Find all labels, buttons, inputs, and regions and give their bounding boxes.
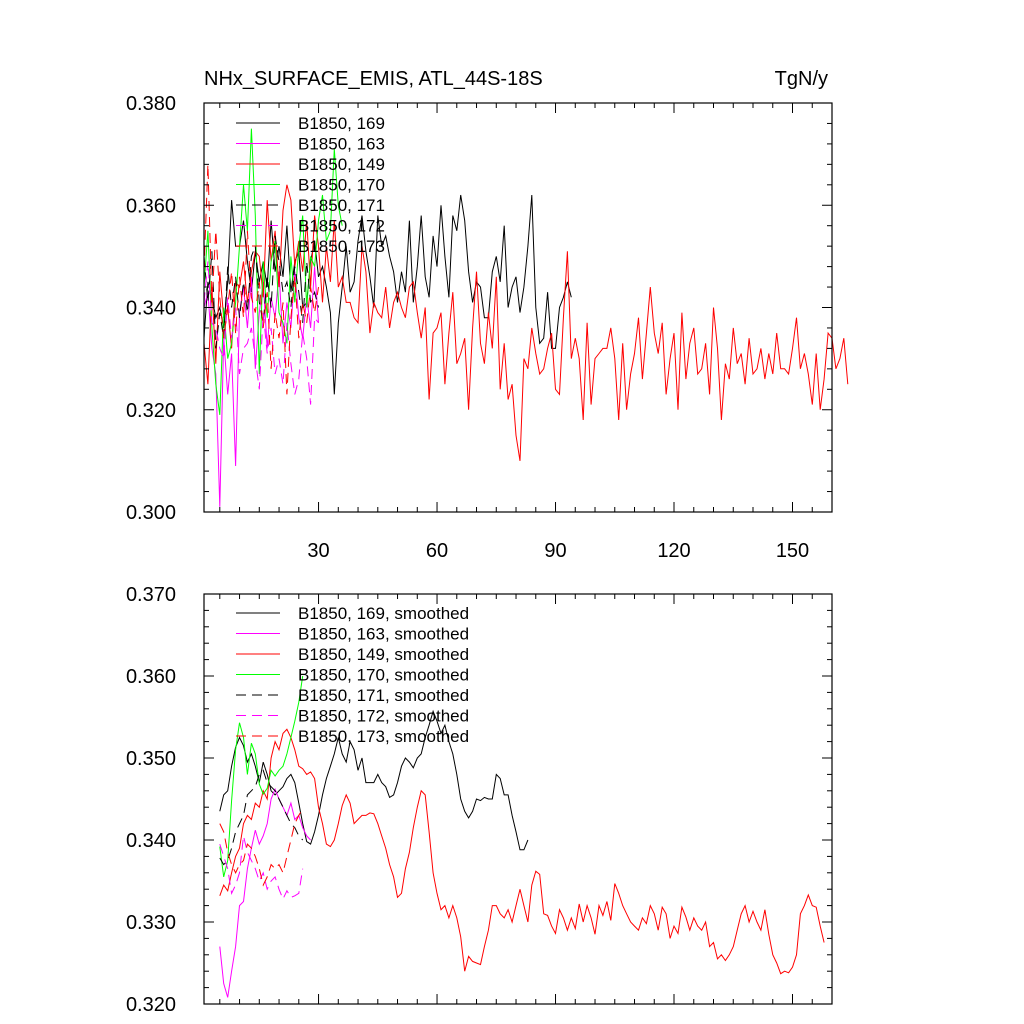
legend-label: B1850, 171, smoothed xyxy=(298,686,469,705)
chart-title: NHx_SURFACE_EMIS, ATL_44S-18S xyxy=(204,68,543,90)
x-tick-label: 30 xyxy=(307,540,329,562)
legend-label: B1850, 169, smoothed xyxy=(298,604,469,623)
y-tick-label: 0.330 xyxy=(126,912,176,934)
series-line-bottom-1 xyxy=(219,709,529,851)
top-panel: 0.300 0.320 0.340 0.360 0.380 30 60 90 120 150 B1… xyxy=(126,93,849,562)
series-line-top-5 xyxy=(203,235,319,349)
x-tick-label: 90 xyxy=(544,540,566,562)
x-tick-label: 60 xyxy=(426,540,448,562)
y-tick-label: 0.340 xyxy=(126,830,176,852)
y-tick-label: 0.340 xyxy=(126,298,176,320)
series-line-bottom-4 xyxy=(219,675,304,878)
top-panel-ticks: 0.300 0.320 0.340 0.360 0.380 30 60 90 120 150 xyxy=(126,93,833,562)
series-line-bottom-5 xyxy=(219,769,304,866)
bottom-panel-legend: B1850, 169, smoothed B1850, 163, smoothed… xyxy=(236,604,469,746)
series-line-top-2 xyxy=(203,266,319,507)
legend-label: B1850, 149 xyxy=(298,155,385,174)
series-line-top-7 xyxy=(203,164,319,395)
y-tick-label: 0.360 xyxy=(126,666,176,688)
y-tick-label: 0.360 xyxy=(126,195,176,217)
bottom-panel-series xyxy=(219,675,825,998)
legend-label: B1850, 170 xyxy=(298,176,385,195)
y-tick-label: 0.350 xyxy=(126,748,176,770)
x-tick-label: 150 xyxy=(776,540,809,562)
legend-label: B1850, 173, smoothed xyxy=(298,727,469,746)
series-line-top-6 xyxy=(203,261,319,405)
series-line-bottom-2 xyxy=(219,787,311,998)
y-tick-label: 0.300 xyxy=(126,502,176,524)
bottom-panel-ticks: 0.320 0.330 0.340 0.350 0.360 0.370 xyxy=(126,584,833,1016)
legend-label: B1850, 172, smoothed xyxy=(298,707,469,726)
y-tick-label: 0.320 xyxy=(126,994,176,1016)
series-line-bottom-3 xyxy=(219,728,825,975)
series-line-top-1 xyxy=(203,194,572,395)
legend-label: B1850, 173 xyxy=(298,237,385,256)
legend-label: B1850, 170, smoothed xyxy=(298,666,469,685)
legend-label: B1850, 163 xyxy=(298,135,385,154)
y-tick-label: 0.320 xyxy=(126,400,176,422)
series-line-top-4 xyxy=(203,128,343,415)
legend-label: B1850, 169 xyxy=(298,114,385,133)
top-panel-series xyxy=(203,128,849,507)
legend-label: B1850, 172 xyxy=(298,217,385,236)
x-tick-label: 120 xyxy=(657,540,690,562)
series-line-top-3 xyxy=(203,184,849,461)
legend-label: B1850, 163, smoothed xyxy=(298,625,469,644)
chart-units: TgN/y xyxy=(775,68,828,90)
bottom-panel-frame xyxy=(203,593,833,1005)
y-tick-label: 0.380 xyxy=(126,93,176,115)
legend-label: B1850, 149, smoothed xyxy=(298,645,469,664)
bottom-panel: 0.320 0.330 0.340 0.350 0.360 0.370 B1850, 16… xyxy=(126,584,833,1016)
series-line-bottom-7 xyxy=(219,808,304,887)
y-tick-label: 0.370 xyxy=(126,584,176,606)
series-line-bottom-6 xyxy=(219,835,304,901)
legend-label: B1850, 171 xyxy=(298,196,385,215)
